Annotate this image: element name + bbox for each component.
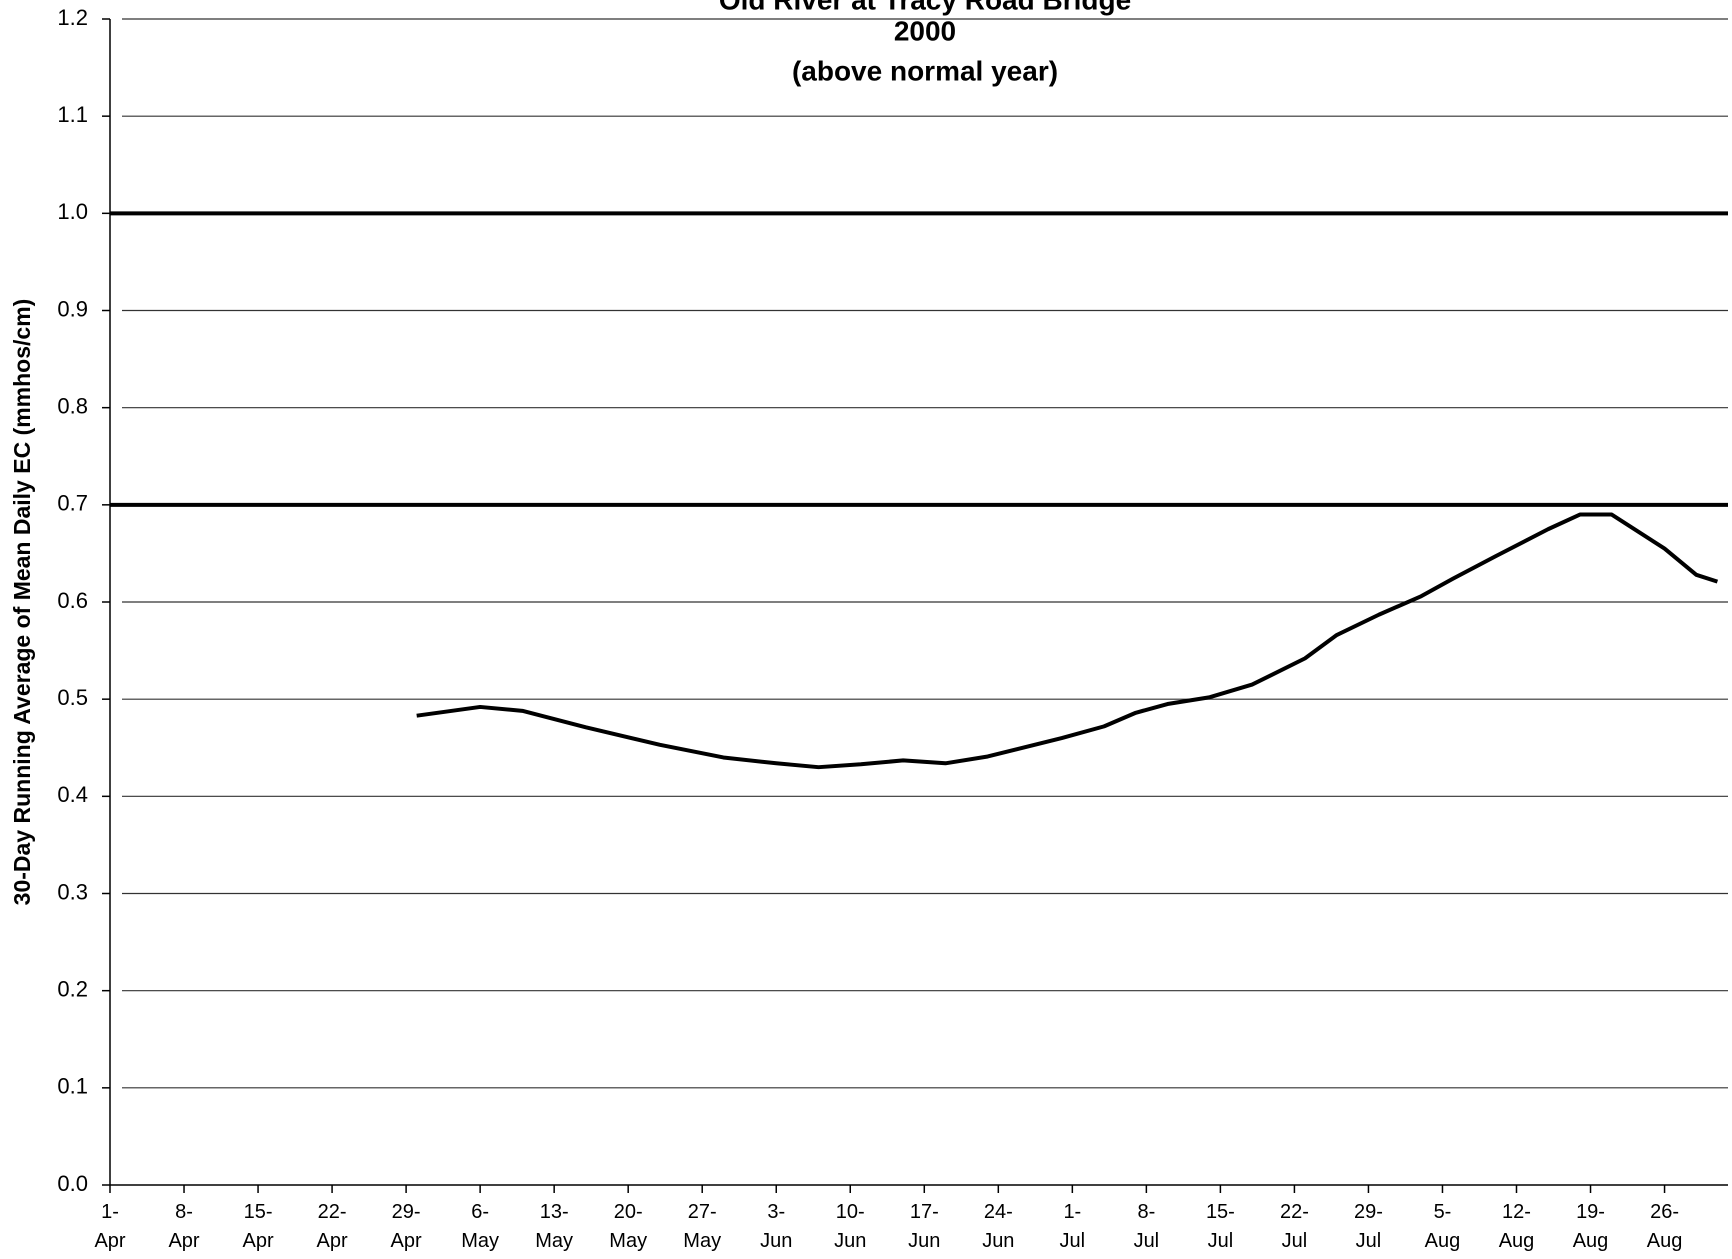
x-tick-label: 8-Apr (168, 1201, 199, 1252)
y-tick-label: 1.0 (57, 199, 88, 224)
y-tick-label: 1.2 (57, 5, 88, 30)
x-tick-label: 17-Jun (908, 1201, 940, 1252)
chart-subtitle: (above normal year) (792, 55, 1058, 86)
x-tick-label: 5-Aug (1425, 1201, 1461, 1252)
y-tick-label: 0.7 (57, 491, 88, 516)
x-tick-label: 6-May (461, 1201, 499, 1252)
y-tick-label: 0.1 (57, 1074, 88, 1099)
x-tick-label: 1-Apr (94, 1201, 125, 1252)
x-tick-label: 29-Apr (391, 1201, 422, 1252)
y-tick-label: 0.9 (57, 296, 88, 321)
y-tick-label: 0.4 (57, 782, 88, 807)
x-tick-label: 27-May (683, 1201, 721, 1252)
x-tick-label: 29-Jul (1354, 1201, 1383, 1252)
x-tick-label: 26-Aug (1647, 1201, 1683, 1252)
chart-title: Old River at Tracy Road Bridge (719, 0, 1131, 15)
x-tick-label: 3-Jun (760, 1201, 792, 1252)
y-axis-title: 30-Day Running Average of Mean Daily EC … (9, 299, 35, 906)
y-tick-label: 1.1 (57, 102, 88, 127)
x-tick-label: 22-Jul (1280, 1201, 1309, 1252)
x-tick-label: 13-May (535, 1201, 573, 1252)
x-tick-label: 10-Jun (834, 1201, 866, 1252)
x-tick-label: 19-Aug (1573, 1201, 1609, 1252)
x-tick-label: 22-Apr (317, 1201, 348, 1252)
x-tick-label: 15-Apr (242, 1201, 273, 1252)
y-tick-label: 0.8 (57, 393, 88, 418)
x-tick-label: 15-Jul (1206, 1201, 1235, 1252)
chart-title: 2000 (894, 15, 956, 46)
y-tick-label: 0.0 (57, 1171, 88, 1196)
y-tick-label: 0.3 (57, 879, 88, 904)
line-series (416, 512, 1719, 770)
y-tick-label: 0.6 (57, 588, 88, 613)
x-tick-label: 1-Jul (1060, 1201, 1086, 1252)
y-tick-label: 0.5 (57, 685, 88, 710)
x-tick-label: 24-Jun (982, 1201, 1014, 1252)
x-tick-label: 8-Jul (1134, 1201, 1160, 1252)
y-tick-label: 0.2 (57, 976, 88, 1001)
x-tick-label: 20-May (609, 1201, 647, 1252)
x-tick-label: 12-Aug (1499, 1201, 1535, 1252)
